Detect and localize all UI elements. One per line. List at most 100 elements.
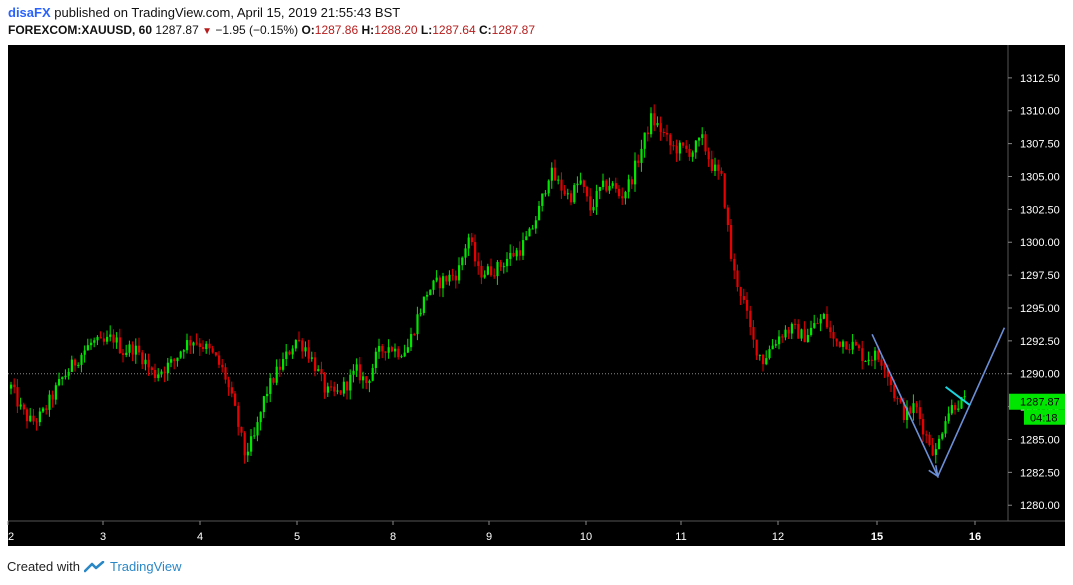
candle-body <box>826 313 829 328</box>
candle-body <box>80 354 83 365</box>
candle-body <box>346 381 349 391</box>
candle-body <box>480 265 483 278</box>
candle-body <box>131 344 134 355</box>
candle-body <box>688 148 691 157</box>
candle-body <box>851 341 854 350</box>
candle-body <box>723 173 726 208</box>
candle-body <box>918 407 921 420</box>
candle-body <box>819 318 822 324</box>
candle-body <box>102 338 105 342</box>
candle-body <box>394 348 397 352</box>
candle-body <box>278 366 281 370</box>
open-value: 1287.86 <box>314 23 359 37</box>
candle-body <box>285 351 288 359</box>
candle-body <box>429 289 432 296</box>
y-tick-label: 1307.50 <box>1020 139 1060 151</box>
candle-body <box>838 341 841 347</box>
candle-body <box>534 220 537 229</box>
candle-body <box>694 140 697 153</box>
candle-body <box>246 451 249 456</box>
candle-body <box>675 145 678 154</box>
candle-body <box>573 185 576 203</box>
candle-body <box>806 334 809 343</box>
price-axis[interactable] <box>1008 45 1065 521</box>
candle-body <box>627 179 630 192</box>
candle-body <box>198 343 201 348</box>
candle-body <box>813 323 816 328</box>
y-tick-label: 1285.00 <box>1020 434 1060 446</box>
symbol-info: FOREXCOM:XAUUSD, 60 1287.87 ▼ −1.95 (−0.… <box>8 23 535 37</box>
candle-body <box>461 257 464 266</box>
candle-body <box>877 350 880 360</box>
candle-body <box>739 287 742 297</box>
tradingview-brand[interactable]: TradingView <box>109 559 182 574</box>
candle-body <box>410 334 413 348</box>
candle-body <box>438 277 441 289</box>
countdown-text: 04:18 <box>1030 413 1058 425</box>
candle-body <box>288 351 291 355</box>
candle-body <box>486 266 489 275</box>
candle-body <box>173 359 176 362</box>
candle-body <box>310 357 313 359</box>
y-tick-label: 1295.00 <box>1020 303 1060 315</box>
price-change: −1.95 (−0.15%) <box>215 23 299 37</box>
candle-body <box>563 190 566 195</box>
candle-body <box>941 433 944 439</box>
cyan-trend-line[interactable] <box>944 386 971 407</box>
candle-body <box>595 190 598 208</box>
candle-body <box>867 359 870 361</box>
candle-body <box>99 336 102 339</box>
candle-body <box>637 160 640 163</box>
candle-body <box>58 379 61 386</box>
plot-area[interactable] <box>8 45 1008 521</box>
countdown-tag <box>1024 409 1065 425</box>
candle-body <box>294 339 297 349</box>
candle-body <box>541 193 544 206</box>
candle-body <box>701 134 704 138</box>
candle-body <box>544 193 547 195</box>
candle-body <box>259 412 262 423</box>
candle-body <box>720 170 723 174</box>
candle-body <box>848 349 851 351</box>
open-label: O: <box>301 23 315 37</box>
candle-body <box>570 193 573 203</box>
close-label: C: <box>478 23 492 37</box>
x-tick-label: 11 <box>675 531 686 543</box>
candle-body <box>106 336 109 342</box>
candle-body <box>854 341 857 346</box>
time-axis[interactable] <box>8 521 1065 546</box>
candle-body <box>822 313 825 319</box>
candle-body <box>509 252 512 259</box>
candle-body <box>147 359 150 368</box>
candle-body <box>214 352 217 356</box>
candle-body <box>384 351 387 353</box>
candle-body <box>365 376 368 384</box>
candle-body <box>650 113 653 135</box>
candle-body <box>784 329 787 338</box>
candle-body <box>512 252 515 257</box>
tradingview-logo-icon <box>83 560 105 572</box>
author-name[interactable]: disaFX <box>8 5 51 20</box>
candle-body <box>502 266 505 268</box>
candle-body <box>307 347 310 359</box>
candle-body <box>518 250 521 256</box>
candle-body <box>483 274 486 278</box>
candle-body <box>256 422 259 436</box>
x-tick-label: 2 <box>8 531 14 543</box>
candle-body <box>362 376 365 381</box>
candle-body <box>163 371 166 374</box>
candle-body <box>861 348 864 362</box>
candle-body <box>166 362 169 374</box>
candle-body <box>339 390 342 394</box>
candle-body <box>416 314 419 335</box>
candle-body <box>928 434 931 446</box>
candle-body <box>746 299 749 311</box>
candle-body <box>909 407 912 413</box>
x-tick-label: 5 <box>294 531 300 543</box>
candle-body <box>915 403 918 408</box>
candle-body <box>230 387 233 394</box>
candle-body <box>467 237 470 249</box>
candle-body <box>122 353 125 355</box>
candle-body <box>842 341 845 347</box>
